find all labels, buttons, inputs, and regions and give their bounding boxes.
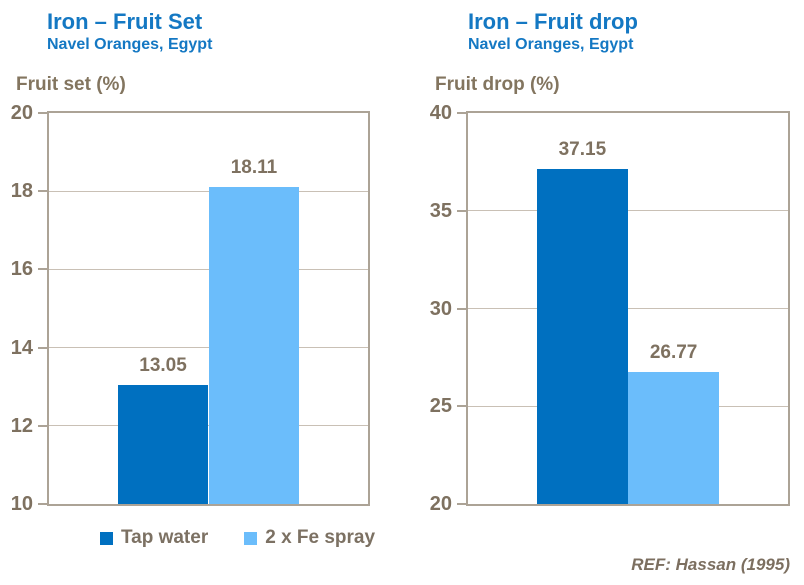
y-tick-label: 25 xyxy=(429,395,452,418)
bar-tap-water xyxy=(536,168,628,504)
reference-note: REF: Hassan (1995) xyxy=(631,555,790,574)
y-tick-label: 14 xyxy=(10,336,33,359)
fe-spray-swatch-icon xyxy=(244,531,258,545)
fruit-drop-axis-title: Fruit drop (%) xyxy=(435,74,560,95)
bar-value-label: 18.11 xyxy=(230,156,278,178)
y-axis-tick xyxy=(38,268,47,271)
fruit-set-chart-title: Iron – Fruit Set xyxy=(47,9,203,34)
y-tick-label: 18 xyxy=(10,180,33,203)
fruit-set-plot-area: 10 12 14 16 18 20 13.05 18.11 xyxy=(11,102,370,515)
bar-2-x-fe-spray xyxy=(208,186,300,504)
legend-label-tap-water: Tap water xyxy=(120,527,209,548)
y-tick-label: 35 xyxy=(429,199,452,222)
y-axis-tick xyxy=(457,112,466,114)
y-axis-tick xyxy=(457,405,466,408)
y-tick-label: 20 xyxy=(429,493,452,515)
legend-item-tap-water: Tap water xyxy=(99,527,209,549)
y-tick-label: 20 xyxy=(10,102,33,124)
y-tick-label: 40 xyxy=(429,102,452,124)
legend-label-fe-spray: 2 x Fe spray xyxy=(265,527,376,548)
gridline xyxy=(468,308,788,309)
y-axis-tick xyxy=(38,424,47,427)
y-axis-tick xyxy=(38,190,47,193)
fruit-drop-plot-area: 20 25 30 35 40 37.15 26.77 xyxy=(430,102,790,515)
y-axis-tick xyxy=(457,209,466,212)
y-axis-tick xyxy=(457,307,466,310)
bar-2-x-fe-spray xyxy=(628,371,720,504)
y-axis-tick xyxy=(38,346,47,349)
y-axis-tick xyxy=(457,503,466,505)
y-tick-label: 10 xyxy=(10,493,33,515)
y-axis-tick xyxy=(38,112,47,114)
y-tick-label: 12 xyxy=(10,414,33,437)
tap-water-swatch-icon xyxy=(99,531,113,545)
gridline xyxy=(468,210,788,212)
bar-value-label: 26.77 xyxy=(649,341,698,363)
fruit-drop-chart-subtitle: Navel Oranges, Egypt xyxy=(468,36,634,53)
bar-value-label: 37.15 xyxy=(558,138,607,160)
fruit-set-axis-title: Fruit set (%) xyxy=(16,74,126,95)
y-axis-tick xyxy=(38,503,47,505)
legend: Tap water 2 x Fe spray xyxy=(80,527,395,549)
bar-tap-water xyxy=(117,384,209,504)
y-tick-label: 30 xyxy=(429,297,452,320)
fruit-set-chart-subtitle: Navel Oranges, Egypt xyxy=(47,36,213,53)
legend-item-fe-spray: 2 x Fe spray xyxy=(244,527,375,549)
y-tick-label: 16 xyxy=(10,258,33,281)
fruit-drop-chart-title: Iron – Fruit drop xyxy=(468,9,638,34)
bar-value-label: 13.05 xyxy=(139,354,187,376)
